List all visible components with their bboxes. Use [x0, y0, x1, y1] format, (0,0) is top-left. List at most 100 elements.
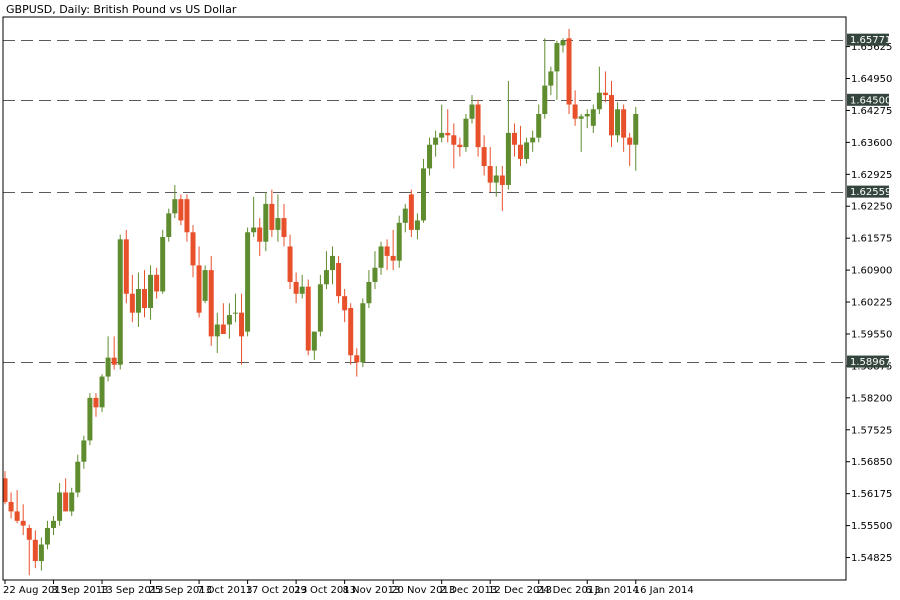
candle	[184, 194, 190, 242]
candle	[445, 109, 451, 143]
candle	[378, 241, 384, 275]
candle-body	[372, 267, 378, 282]
level-label: 1.64500	[847, 93, 891, 106]
candle-body	[530, 137, 536, 143]
candle	[105, 336, 111, 382]
level-label-box	[847, 33, 889, 46]
level-label-box	[847, 185, 889, 198]
candle	[499, 166, 505, 211]
candle-body	[354, 355, 360, 363]
candle-body	[505, 132, 511, 185]
y-tick-label: 1.54825	[851, 553, 892, 564]
candle-body	[123, 239, 129, 294]
candle	[330, 246, 336, 285]
candle-body	[590, 109, 596, 126]
candle	[402, 203, 408, 233]
candle-body	[2, 478, 8, 502]
candle	[220, 303, 226, 334]
candle	[202, 265, 208, 304]
candle	[51, 516, 57, 536]
candle	[135, 272, 141, 327]
candle-body	[299, 286, 305, 294]
candle	[493, 166, 499, 197]
candle	[263, 192, 269, 252]
candle-body	[615, 109, 621, 136]
candle-body	[251, 227, 257, 233]
candle	[81, 435, 87, 469]
level-label: 1.65771	[847, 33, 891, 46]
candle-body	[342, 296, 348, 311]
candle-body	[584, 113, 590, 117]
candle	[20, 504, 26, 536]
candle	[123, 229, 129, 304]
candle-body	[560, 40, 566, 46]
candle-body	[360, 303, 366, 363]
candle-body	[572, 104, 578, 119]
level-label-box	[847, 93, 889, 106]
candle	[232, 293, 238, 323]
x-tick-label: 16 Jan 2014	[634, 585, 694, 596]
candle-body	[87, 397, 93, 441]
candle-body	[257, 227, 263, 242]
y-tick-label: 1.60225	[851, 298, 892, 309]
y-tick-label: 1.56175	[851, 489, 892, 500]
candle-body	[427, 144, 433, 169]
candle-body	[135, 289, 141, 313]
candle-body	[141, 289, 147, 308]
candle	[590, 104, 596, 133]
candle	[360, 298, 366, 368]
candle-body	[111, 357, 117, 365]
candle-body	[499, 175, 505, 185]
candle	[524, 137, 530, 164]
candle	[26, 524, 32, 576]
candle	[239, 293, 245, 365]
candle	[530, 130, 536, 152]
candle	[560, 38, 566, 53]
candle-body	[69, 492, 75, 512]
candle-body	[239, 312, 245, 337]
candle	[390, 229, 396, 271]
x-tick-label: 7 Oct 2013	[197, 585, 252, 596]
candle	[196, 246, 202, 318]
candle	[354, 348, 360, 377]
candle-body	[621, 109, 627, 138]
y-tick-label: 1.65625	[851, 42, 892, 53]
candle-body	[32, 539, 38, 562]
candle-body	[208, 270, 214, 337]
candle	[414, 213, 420, 240]
candle-body	[263, 203, 269, 242]
candle-body	[414, 220, 420, 230]
candle-body	[226, 315, 232, 325]
candle-body	[63, 492, 69, 512]
candle-body	[93, 397, 99, 408]
candle	[457, 137, 463, 157]
axes	[2, 16, 847, 581]
level-labels: 1.65771 1.64500 1.62559 1.58967	[847, 33, 891, 368]
candle-body	[232, 312, 238, 314]
y-tick-label: 1.61575	[851, 234, 892, 245]
candle-body	[202, 270, 208, 301]
x-tick-label: 17 Oct 2013	[246, 585, 308, 596]
candle-body	[439, 132, 445, 138]
candle-body	[26, 527, 32, 540]
candle-body	[336, 263, 342, 297]
candle-body	[57, 492, 63, 521]
candle-body	[166, 213, 172, 237]
y-tick-label: 1.60900	[851, 266, 892, 277]
candle-body	[214, 324, 220, 337]
candle-body	[511, 132, 517, 145]
candle	[396, 215, 402, 268]
candle	[584, 109, 590, 129]
candle-body	[633, 113, 639, 145]
candle	[372, 251, 378, 290]
candle	[609, 80, 614, 148]
candle	[311, 331, 317, 361]
candle	[14, 490, 20, 524]
x-tick-label: 12 Dec 2013	[488, 585, 552, 596]
candle	[451, 123, 457, 169]
candle-body	[245, 232, 251, 332]
chart-title: GBPUSD, Daily: British Pound vs US Dolla…	[6, 3, 237, 16]
candle	[257, 218, 263, 256]
candle	[475, 99, 481, 157]
